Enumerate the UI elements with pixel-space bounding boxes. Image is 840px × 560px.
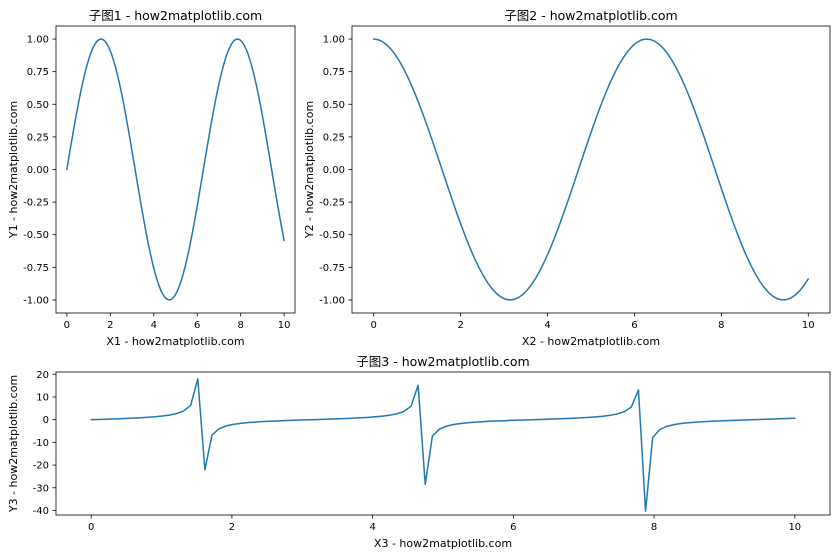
subplot-1-xlabel: X1 - how2matplotlib.com [106,335,244,348]
subplot-2-ytick-label: 1.00 [323,35,345,46]
subplot-2-title: 子图2 - how2matplotlib.com [504,8,677,23]
subplot-2-xtick-label: 0 [371,320,377,331]
subplot-1-title: 子图1 - how2matplotlib.com [89,8,262,23]
subplot-2-xtick-label: 2 [457,320,463,331]
subplot-1-ytick-label: 0.50 [27,100,49,111]
subplot-2-ytick-label: 0.50 [323,100,345,111]
subplot-1-ytick-label: 1.00 [27,35,49,46]
subplot-3: 子图3 - how2matplotlib.com X3 - how2matplo… [7,354,831,550]
subplot-3-xtick-label: 2 [229,522,235,533]
subplot-1-xtick-label: 4 [151,320,157,331]
subplot-2-ytick-label: 0.75 [323,67,345,78]
subplot-2-ytick-label: 0.25 [323,132,345,143]
subplot-1-ytick-label: -0.50 [23,230,49,241]
subplot-3-xtick-label: 10 [788,522,801,533]
subplot-3-xlabel: X3 - how2matplotlib.com [374,537,512,550]
subplot-3-series-line [90,378,796,512]
subplot-1-ylabel: Y1 - how2matplotlib.com [7,101,20,239]
subplot-3-xtick-label: 8 [651,522,657,533]
subplot-1-xtick-label: 10 [278,320,291,331]
subplot-2-series-line [372,38,810,301]
subplot-1-ytick-label: -0.75 [23,263,49,274]
subplot-2: 子图2 - how2matplotlib.com X2 - how2matplo… [303,8,831,348]
subplot-2-ylabel: Y2 - how2matplotlib.com [303,101,316,239]
subplot-1-ytick-label: 0.75 [27,67,49,78]
subplot-1-xtick-label: 6 [194,320,200,331]
subplot-2-xtick-label: 4 [544,320,550,331]
subplot-3-frame [55,371,831,516]
subplot-2-xtick-label: 6 [631,320,637,331]
subplot-2-xtick-label: 10 [802,320,815,331]
subplot-3-ytick-label: -40 [33,506,49,517]
subplot-3-xtick-label: 6 [510,522,516,533]
subplot-2-frame [351,25,831,314]
subplot-1-xtick-label: 0 [64,320,70,331]
subplot-2-xtick-label: 8 [718,320,724,331]
subplot-1-xtick-label: 2 [107,320,113,331]
subplot-2-xlabel: X2 - how2matplotlib.com [522,335,660,348]
subplot-3-xtick-label: 4 [369,522,375,533]
subplot-3-ytick-label: -20 [33,461,49,472]
subplot-1-ytick-label: 0.00 [27,165,49,176]
subplot-1-ytick-label: -1.00 [23,295,49,306]
subplot-1-ytick-label: 0.25 [27,132,49,143]
subplot-1: 子图1 - how2matplotlib.com X1 - how2matplo… [7,8,296,348]
subplot-2-ytick-label: -1.00 [319,295,345,306]
subplot-1-ytick-label: -0.25 [23,198,49,209]
subplot-3-title: 子图3 - how2matplotlib.com [356,354,529,369]
subplot-3-ylabel: Y3 - how2matplotlib.com [7,375,20,513]
subplot-2-ytick-label: -0.75 [319,263,345,274]
subplot-3-ytick-label: 0 [43,415,49,426]
subplot-3-ytick-label: -30 [33,483,49,494]
subplot-1-xtick-label: 8 [237,320,243,331]
subplot-1-series-line [66,38,285,301]
subplot-1-frame [55,25,296,314]
subplot-3-xtick-label: 0 [88,522,94,533]
subplot-2-ytick-label: 0.00 [323,165,345,176]
subplot-2-ytick-label: -0.50 [319,230,345,241]
subplot-3-ytick-label: -10 [33,438,49,449]
subplot-3-ytick-label: 20 [36,370,49,381]
subplot-2-ytick-label: -0.25 [319,198,345,209]
subplot-3-ytick-label: 10 [36,392,49,403]
